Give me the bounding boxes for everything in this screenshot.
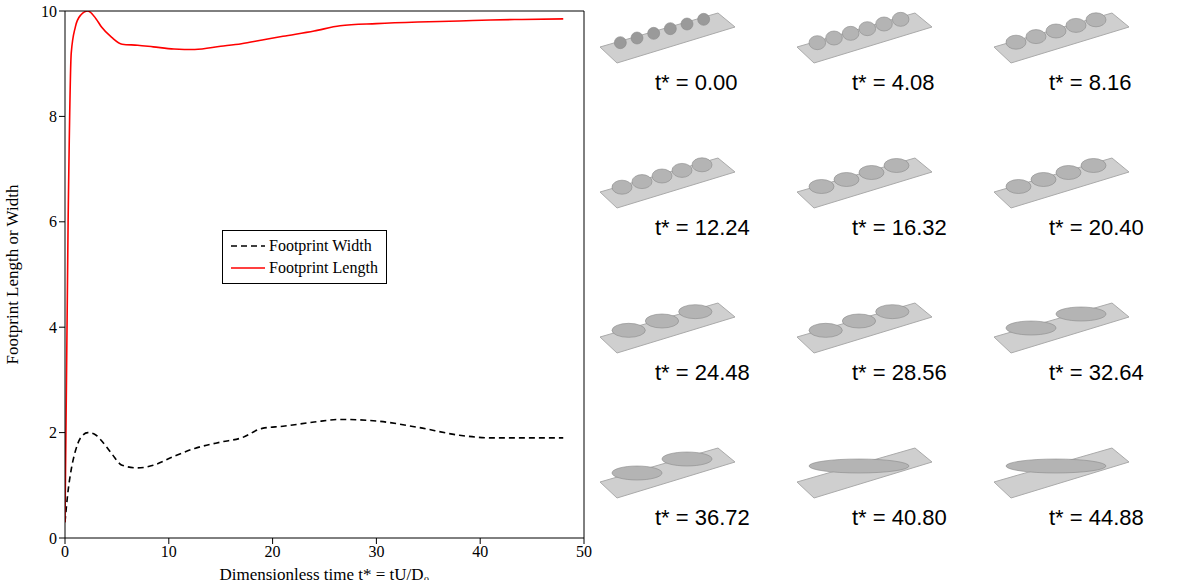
html-text:t* = 44.88: t* = 44.88 — [1049, 505, 1144, 530]
html-text:t* = 40.80: t* = 40.80 — [852, 505, 947, 530]
svg-text:4: 4 — [49, 319, 57, 336]
html-text:t* = 32.64: t* = 32.64 — [1049, 360, 1144, 385]
html-text:t* = 4.08: t* = 4.08 — [852, 70, 935, 95]
html-text:t* = 0.00: t* = 0.00 — [655, 70, 738, 95]
svg-text:40: 40 — [472, 543, 488, 560]
svg-text:20: 20 — [265, 543, 281, 560]
html-text:t* = 36.72: t* = 36.72 — [655, 505, 750, 530]
svg-text:50: 50 — [576, 543, 592, 560]
svg-text:0: 0 — [49, 530, 57, 547]
svg-text:6: 6 — [49, 213, 57, 230]
html-text:t* = 20.40: t* = 20.40 — [1049, 215, 1144, 240]
html-text:Footprint Length: Footprint Length — [269, 259, 378, 276]
html-text:t* = 16.32: t* = 16.32 — [852, 215, 947, 240]
html-text:t* = 12.24: t* = 12.24 — [655, 215, 750, 240]
html-text:t* = 28.56: t* = 28.56 — [852, 360, 947, 385]
html-text:t* = 24.48: t* = 24.48 — [655, 360, 750, 385]
svg-text:30: 30 — [368, 543, 384, 560]
svg-text:8: 8 — [49, 108, 57, 125]
svg-text:10: 10 — [161, 543, 177, 560]
html-text:t* = 8.16: t* = 8.16 — [1049, 70, 1132, 95]
svg-text:Dimensionless time t* = tU/D₀: Dimensionless time t* = tU/D₀ — [219, 565, 429, 580]
svg-text:2: 2 — [49, 424, 57, 441]
svg-text:10: 10 — [41, 3, 57, 20]
svg-text:0: 0 — [61, 543, 69, 560]
html-text:Footprint Width: Footprint Width — [269, 237, 372, 254]
svg-text:Footprint Length or Width: Footprint Length or Width — [3, 184, 22, 364]
